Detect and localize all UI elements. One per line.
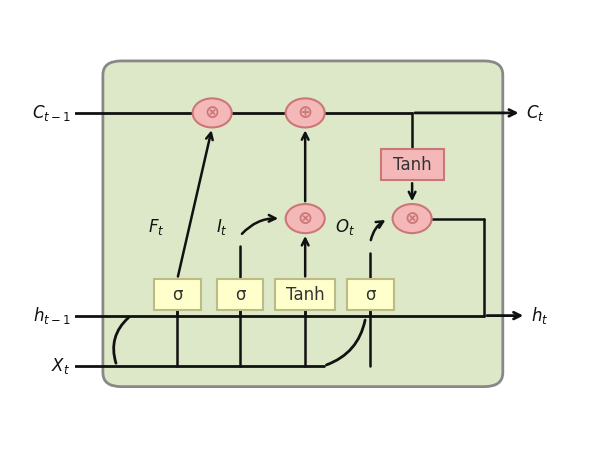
Text: ⊗: ⊗ [205,104,220,122]
FancyArrowPatch shape [371,221,383,240]
Text: Tanh: Tanh [286,286,325,304]
FancyArrowPatch shape [113,317,128,363]
Bar [381,149,443,180]
Text: ⊗: ⊗ [298,210,313,228]
FancyBboxPatch shape [103,61,503,387]
Bar [275,279,335,310]
FancyArrowPatch shape [326,320,365,365]
Text: $O_t$: $O_t$ [335,217,355,237]
Text: $I_t$: $I_t$ [215,217,227,237]
Circle shape [193,99,232,127]
Circle shape [392,204,431,233]
Text: ⊕: ⊕ [298,104,313,122]
Text: σ: σ [172,286,182,304]
Circle shape [286,204,325,233]
Bar [347,279,394,310]
Text: $C_t$: $C_t$ [526,103,545,123]
Circle shape [286,99,325,127]
Text: ⊗: ⊗ [404,210,419,228]
Text: $C_{t-1}$: $C_{t-1}$ [32,103,70,123]
Bar [154,279,200,310]
Text: σ: σ [365,286,376,304]
FancyArrowPatch shape [242,215,275,234]
Text: σ: σ [235,286,245,304]
Text: $h_{t-1}$: $h_{t-1}$ [32,305,70,326]
Bar [217,279,263,310]
Text: $h_t$: $h_t$ [531,305,548,326]
Text: Tanh: Tanh [393,156,431,174]
Text: $F_t$: $F_t$ [148,217,164,237]
Text: $X_t$: $X_t$ [52,356,70,376]
